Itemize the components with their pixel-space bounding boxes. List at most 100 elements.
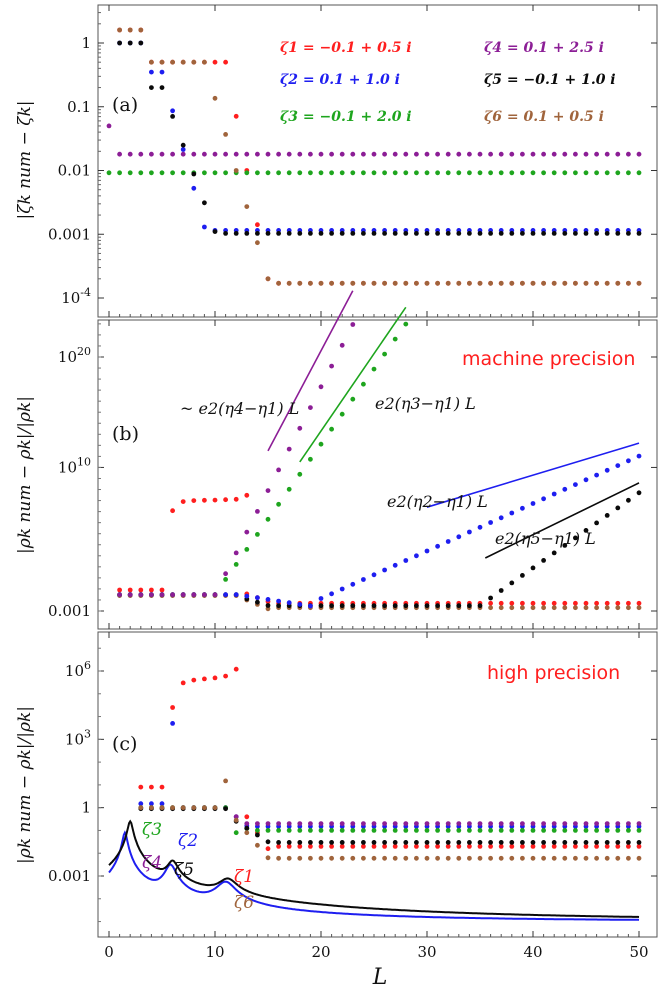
data-point-zeta5 (308, 231, 313, 236)
data-point-zeta1 (127, 587, 133, 593)
data-point-zeta2 (382, 567, 387, 573)
zeta-label-3: ζ3 (142, 820, 162, 840)
data-point-zeta2 (276, 598, 281, 604)
data-point-zeta5 (541, 231, 546, 236)
data-point-zeta5 (604, 513, 610, 518)
data-point-zeta6 (392, 280, 398, 286)
data-point-zeta3 (339, 411, 345, 417)
data-point-zeta4 (149, 592, 154, 598)
data-point-zeta6 (573, 605, 578, 611)
data-point-zeta6 (339, 280, 345, 286)
data-point-zeta1 (361, 844, 366, 849)
data-point-zeta3 (573, 828, 578, 833)
data-point-zeta6 (551, 280, 557, 286)
data-point-zeta5 (212, 229, 218, 235)
data-point-zeta1 (191, 677, 197, 683)
data-point-zeta4 (361, 821, 366, 826)
data-point-zeta6 (223, 132, 229, 137)
data-point-zeta4 (636, 151, 642, 157)
data-point-zeta6 (530, 280, 536, 286)
data-point-zeta3 (626, 828, 631, 833)
data-point-zeta4 (594, 821, 599, 826)
data-point-zeta4 (509, 151, 515, 157)
data-point-zeta3 (339, 170, 345, 176)
data-point-zeta5 (488, 840, 493, 845)
data-point-zeta1 (562, 600, 568, 606)
data-point-zeta6 (615, 855, 621, 861)
data-point-zeta5 (562, 543, 568, 548)
data-point-zeta6 (265, 855, 271, 861)
panel-b-title: machine precision (462, 348, 635, 370)
data-point-zeta5 (127, 40, 133, 46)
data-point-zeta6 (594, 855, 599, 861)
data-point-zeta3 (435, 170, 440, 176)
data-point-zeta5 (424, 840, 430, 845)
data-point-zeta6 (339, 855, 345, 861)
data-point-zeta6 (615, 280, 621, 286)
data-point-zeta1 (223, 497, 229, 503)
data-point-zeta4 (265, 821, 271, 826)
data-point-zeta6 (604, 280, 610, 286)
data-point-zeta4 (223, 571, 229, 577)
data-point-zeta2 (392, 562, 398, 568)
data-point-zeta2 (403, 558, 409, 563)
data-point-zeta4 (339, 342, 345, 348)
data-point-zeta6 (202, 59, 207, 65)
y-tick-label-a: 0.1 (67, 98, 91, 116)
data-point-zeta6 (541, 605, 546, 611)
data-point-zeta4 (170, 592, 176, 598)
data-point-zeta5 (255, 231, 260, 236)
data-point-zeta6 (626, 280, 631, 286)
data-point-zeta5 (339, 840, 345, 845)
guide-line-zeta2 (426, 442, 640, 508)
data-point-zeta4 (159, 151, 165, 157)
data-point-zeta5 (191, 171, 197, 177)
data-point-zeta3 (414, 170, 419, 176)
data-point-zeta6 (551, 855, 557, 861)
data-point-zeta4 (286, 151, 292, 157)
data-point-zeta5 (403, 840, 409, 845)
data-point-zeta4 (117, 151, 122, 157)
data-point-zeta4 (583, 821, 589, 826)
data-point-zeta1 (233, 113, 239, 119)
data-point-zeta1 (138, 587, 144, 593)
data-point-zeta3 (202, 170, 207, 176)
data-point-zeta6 (626, 855, 631, 861)
data-point-zeta3 (509, 170, 515, 176)
data-point-zeta4 (255, 151, 260, 157)
data-point-zeta6 (233, 817, 239, 823)
data-point-zeta6 (265, 276, 271, 282)
data-point-zeta1 (138, 784, 144, 790)
data-point-zeta5 (509, 231, 515, 236)
data-point-zeta1 (202, 676, 207, 682)
y-tick-label-a: 0.01 (58, 162, 91, 180)
data-point-zeta6 (308, 280, 313, 286)
data-point-zeta4 (488, 821, 493, 826)
data-point-zeta3 (149, 170, 154, 176)
data-point-zeta6 (456, 280, 462, 286)
data-point-zeta4 (233, 814, 239, 820)
data-point-zeta5 (297, 231, 303, 236)
data-point-zeta1 (541, 844, 546, 849)
data-point-zeta1 (498, 844, 504, 849)
panel-c-title: high precision (487, 662, 620, 684)
data-point-zeta1 (414, 844, 419, 849)
data-point-zeta1 (170, 508, 176, 514)
data-point-zeta4 (626, 151, 631, 157)
data-point-zeta6 (297, 855, 303, 861)
data-point-zeta2 (498, 515, 504, 521)
data-point-zeta6 (149, 805, 154, 811)
data-point-zeta5 (392, 840, 398, 845)
data-point-zeta5 (594, 231, 599, 236)
data-point-zeta4 (212, 151, 218, 157)
data-point-zeta1 (159, 587, 165, 593)
guide-line-zeta4 (267, 290, 354, 452)
panel-a-frame (97, 4, 658, 318)
data-point-zeta4 (594, 151, 599, 157)
data-point-zeta4 (127, 592, 133, 598)
data-point-zeta6 (170, 805, 176, 811)
data-point-zeta5 (424, 603, 430, 609)
data-point-zeta5 (350, 603, 356, 609)
data-point-zeta6 (276, 855, 281, 861)
data-point-zeta6 (562, 605, 568, 611)
